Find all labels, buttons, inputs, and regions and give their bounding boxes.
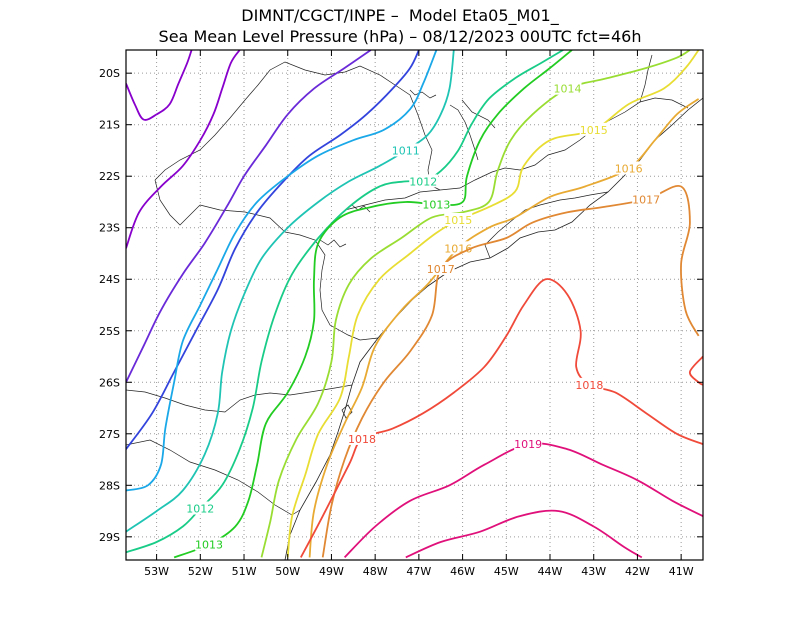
isobar-1007 <box>126 50 241 249</box>
x-tick-label: 47W <box>406 565 431 578</box>
contour-label: 1018 <box>575 379 603 392</box>
plot-frame <box>125 49 704 561</box>
state-boundary <box>126 384 353 413</box>
y-tick-label: 27S <box>99 428 120 441</box>
grid-layer <box>126 50 703 560</box>
contour-label: 1018 <box>348 433 376 446</box>
tick-layer: 53W 52W 51W 50W 49W 48W 47W 46W 45W 44W 43W 42W 41W 2… <box>99 50 703 578</box>
y-tick-label: 20S <box>99 67 120 80</box>
y-tick-label: 24S <box>99 273 120 286</box>
x-tick-label: 52W <box>188 565 213 578</box>
contour-label-bg <box>348 431 377 445</box>
y-tick-label: 25S <box>99 325 120 338</box>
state-boundary <box>344 97 689 211</box>
y-tick-label: 28S <box>99 479 120 492</box>
isobar-1020 <box>405 509 643 559</box>
x-tick-label: 51W <box>232 565 257 578</box>
contour-label-bg <box>426 261 455 275</box>
x-tick-label: 45W <box>494 565 519 578</box>
state-boundary <box>154 179 201 226</box>
isobar-1010 <box>126 50 438 492</box>
contour-label: 1019 <box>514 438 542 451</box>
y-tick-label: 23S <box>99 222 120 235</box>
river <box>351 204 371 213</box>
contour-label-bg <box>632 192 661 206</box>
contour-label-bg <box>444 213 473 226</box>
x-tick-label: 42W <box>625 565 650 578</box>
contour-label-bg <box>579 122 608 136</box>
y-tick-label: 22S <box>99 170 120 183</box>
isobar-1012 <box>126 50 564 554</box>
contour-label-bg <box>614 161 643 175</box>
boundaries-layer <box>126 54 703 560</box>
x-tick-label: 50W <box>275 565 300 578</box>
y-tick-label: 29S <box>99 531 120 544</box>
isobar-1019 <box>343 442 703 559</box>
contour-label-bg <box>195 537 224 551</box>
contour-label: 1011 <box>392 144 420 157</box>
contour-label-bg <box>186 501 215 515</box>
contour-label-bg <box>391 143 420 157</box>
isobar-1008 <box>126 50 372 383</box>
x-tick-label: 41W <box>669 565 694 578</box>
y-tick-label: 21S <box>99 119 120 132</box>
state-boundary <box>639 54 653 103</box>
x-tick-label: 43W <box>581 565 606 578</box>
contour-label: 1016 <box>444 242 472 255</box>
isobar-1018 <box>688 355 703 386</box>
isobar-1014 <box>260 50 691 558</box>
y-tick-label: 26S <box>99 376 120 389</box>
isobar-1017 <box>321 184 700 558</box>
river <box>319 239 347 248</box>
contour-label: 1012 <box>186 502 214 515</box>
state-boundary <box>199 204 286 233</box>
contour-label: 1014 <box>553 83 581 96</box>
contour-label-bg <box>575 377 604 391</box>
contour-label: 1012 <box>409 175 437 188</box>
contour-label: 1015 <box>444 214 472 227</box>
contour-label: 1016 <box>615 162 643 175</box>
river <box>461 99 496 129</box>
isobar-1007 <box>126 50 193 121</box>
isobar-1013 <box>173 50 573 559</box>
contour-label-bg <box>409 174 438 188</box>
contour-label: 1017 <box>632 193 660 206</box>
river <box>409 89 437 99</box>
x-tick-label: 49W <box>319 565 344 578</box>
state-boundary <box>154 61 411 181</box>
x-tick-label: 44W <box>538 565 563 578</box>
state-boundary <box>484 191 609 259</box>
contour-label-bg <box>422 197 451 211</box>
contour-label: 1017 <box>427 263 455 276</box>
chart-title-line2: Sea Mean Level Pressure (hPa) – 08/12/20… <box>158 27 642 46</box>
contour-layer: 1011 1012 1012 1013 1013 1014 1015 1015 1016 1016… <box>126 50 703 559</box>
isobar-1009 <box>126 50 420 450</box>
coastline-island <box>341 404 353 419</box>
x-tick-label: 53W <box>144 565 169 578</box>
contour-label: 1013 <box>422 199 450 212</box>
x-tick-label: 46W <box>450 565 475 578</box>
state-boundary <box>126 439 301 516</box>
isobar-1011 <box>126 50 455 533</box>
x-tick-label: 48W <box>363 565 388 578</box>
contour-label-bg <box>514 437 543 451</box>
contour-label: 1013 <box>195 539 223 552</box>
contour-label: 1015 <box>580 124 608 137</box>
chart-title-line1: DIMNT/CGCT/INPE – Model Eta05_M01_ <box>241 6 559 25</box>
contour-label-bg <box>553 81 582 95</box>
